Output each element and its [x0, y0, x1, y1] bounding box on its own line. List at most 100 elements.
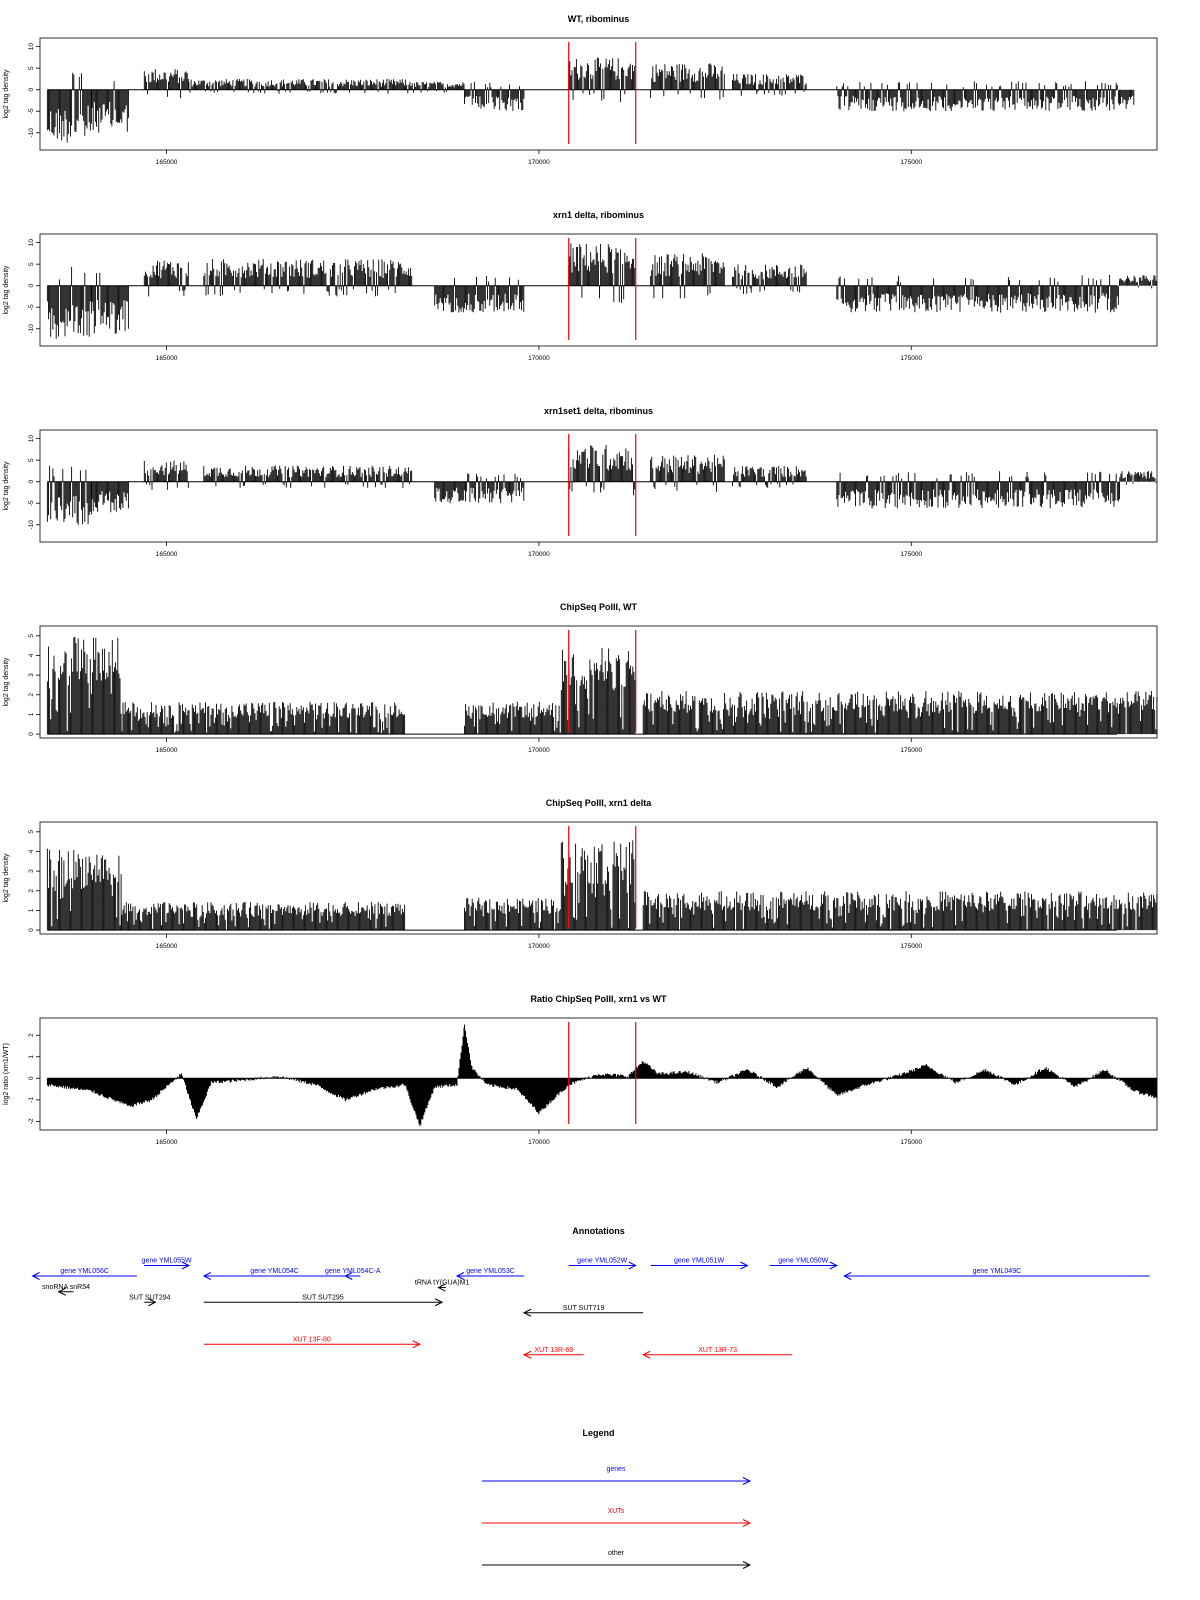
annotation-label: gene YML056C — [60, 1268, 109, 1275]
y-tick-label: 5 — [28, 66, 35, 70]
annotation-genes: gene YML054C-A — [325, 1268, 381, 1280]
annotation-other: SUT SUT295 — [203, 1294, 444, 1307]
arrow-head-left — [31, 1272, 40, 1280]
signal-track — [46, 840, 1158, 931]
legend-label: other — [608, 1550, 625, 1557]
annotations-panel: Annotations gene YML056C gene YML055W gene … — [31, 1226, 1150, 1359]
annotation-label: gene YML050W — [778, 1258, 828, 1265]
y-tick-label: 3 — [28, 869, 35, 873]
x-tick-label: 175000 — [900, 551, 922, 558]
legend-label: genes — [606, 1466, 626, 1473]
y-tick-label: 10 — [28, 435, 35, 443]
y-tick-label: 1 — [28, 712, 35, 716]
arrow-head-left — [455, 1272, 465, 1280]
y-tick-label: 0 — [28, 284, 35, 288]
chart-panel-1: WT, ribominus log2 tag density 165000 17000… — [3, 14, 1158, 166]
y-tick-label: -5 — [28, 304, 35, 310]
arrow-head-right — [434, 1298, 444, 1307]
signal-bars — [46, 444, 1157, 525]
arrow-head-right — [181, 1261, 191, 1270]
annotation-label: gene YML055W — [142, 1258, 192, 1265]
ratio-area — [46, 1024, 1158, 1126]
annotation-label: XUT 13R-73 — [698, 1347, 737, 1354]
y-tick-label: -10 — [28, 128, 35, 138]
signal-track — [46, 57, 1135, 143]
annotation-label: SUT SUT294 — [129, 1294, 171, 1301]
annotation-genes: gene YML053C — [455, 1268, 525, 1280]
annotation-label: snoRNA snR54 — [42, 1284, 90, 1291]
signal-track — [46, 243, 1157, 339]
chart-title: ChipSeq PolII, WT — [560, 602, 637, 612]
plot-frame — [39, 821, 1158, 935]
x-tick-label: 170000 — [528, 355, 550, 362]
y-tick-label: 5 — [28, 262, 35, 266]
chart-panel-2: xrn1 delta, ribominus log2 tag density 165… — [3, 210, 1158, 362]
signal-track — [46, 636, 1158, 735]
arrow-head-right — [740, 1261, 749, 1270]
y-tick-label: 0 — [28, 480, 35, 484]
y-tick-label: -10 — [28, 520, 35, 530]
y-tick-label: -2 — [28, 1118, 35, 1124]
x-tick-label: 175000 — [900, 943, 922, 950]
y-axis-label: log2 ratio (xrn1/WT) — [3, 1043, 10, 1105]
arrow-head-right — [742, 1561, 752, 1569]
y-tick-label: 2 — [28, 1033, 35, 1037]
annotation-label: SUT SUT719 — [563, 1305, 605, 1312]
arrow-head-right — [628, 1261, 637, 1270]
arrow-head-left — [202, 1272, 212, 1280]
signal-bars — [46, 636, 1158, 735]
chart-title: ChipSeq PolII, xrn1 delta — [546, 798, 653, 808]
x-tick-label: 170000 — [528, 747, 550, 754]
y-tick-label: 10 — [28, 239, 35, 247]
legend-label: XUTs — [608, 1508, 625, 1515]
annotation-genes: gene YML049C — [843, 1268, 1150, 1280]
annotation-genes: gene YML054C — [202, 1268, 346, 1280]
y-tick-label: 5 — [28, 458, 35, 462]
arrow-head-left — [642, 1350, 651, 1359]
annotation-label: gene YML049C — [973, 1268, 1022, 1275]
arrow-head-left — [437, 1283, 446, 1292]
y-axis-label: log2 tag density — [3, 853, 10, 903]
y-tick-label: 1 — [28, 1055, 35, 1059]
annotation-label: SUT SUT295 — [302, 1294, 344, 1301]
arrow-head-right — [742, 1519, 752, 1527]
x-tick-label: 170000 — [528, 159, 550, 166]
annotation-genes: gene YML051W — [650, 1258, 749, 1270]
x-tick-label: 165000 — [156, 551, 178, 558]
annotation-label: XUT 13R-69 — [534, 1347, 573, 1354]
plot-frame — [39, 429, 1158, 543]
chart-panel-6: Ratio ChipSeq PolII, xrn1 vs WT log2 rati… — [3, 994, 1158, 1146]
annotation-other: tRNA tY(GUA)M1 — [415, 1280, 469, 1292]
annotation-label: gene YML051W — [674, 1258, 724, 1265]
legend-item-genes: genes — [482, 1466, 752, 1485]
annotation-other: SUT SUT719 — [522, 1305, 644, 1317]
y-axis-label: log2 tag density — [3, 265, 10, 315]
y-tick-label: 0 — [28, 732, 35, 736]
x-tick-label: 165000 — [156, 159, 178, 166]
x-tick-label: 165000 — [156, 943, 178, 950]
y-tick-label: 5 — [28, 634, 35, 638]
annotation-label: gene YML054C-A — [325, 1268, 381, 1275]
arrow-head-right — [412, 1340, 421, 1349]
arrow-head-left — [522, 1308, 532, 1317]
x-tick-label: 175000 — [900, 159, 922, 166]
y-tick-label: 2 — [28, 693, 35, 697]
annotation-label: gene YML054C — [250, 1268, 299, 1275]
arrow-head-left — [843, 1272, 852, 1280]
annotation-other: snoRNA snR54 — [42, 1284, 90, 1296]
y-tick-label: 1 — [28, 908, 35, 912]
legend-panel: Legend genes XUTs other — [482, 1428, 752, 1569]
y-tick-label: 10 — [28, 43, 35, 51]
annotation-other: SUT SUT294 — [129, 1294, 171, 1307]
y-tick-label: 4 — [28, 653, 35, 657]
signal-bars — [46, 57, 1135, 143]
x-tick-label: 170000 — [528, 943, 550, 950]
y-tick-label: -5 — [28, 500, 35, 506]
annotation-label: gene YML053C — [466, 1268, 515, 1275]
annotations-title: Annotations — [572, 1226, 625, 1236]
y-tick-label: 2 — [28, 889, 35, 893]
annotation-genes: gene YML050W — [769, 1258, 838, 1270]
annotation-label: XUT 13F-80 — [293, 1336, 331, 1343]
y-tick-label: 0 — [28, 1076, 35, 1080]
